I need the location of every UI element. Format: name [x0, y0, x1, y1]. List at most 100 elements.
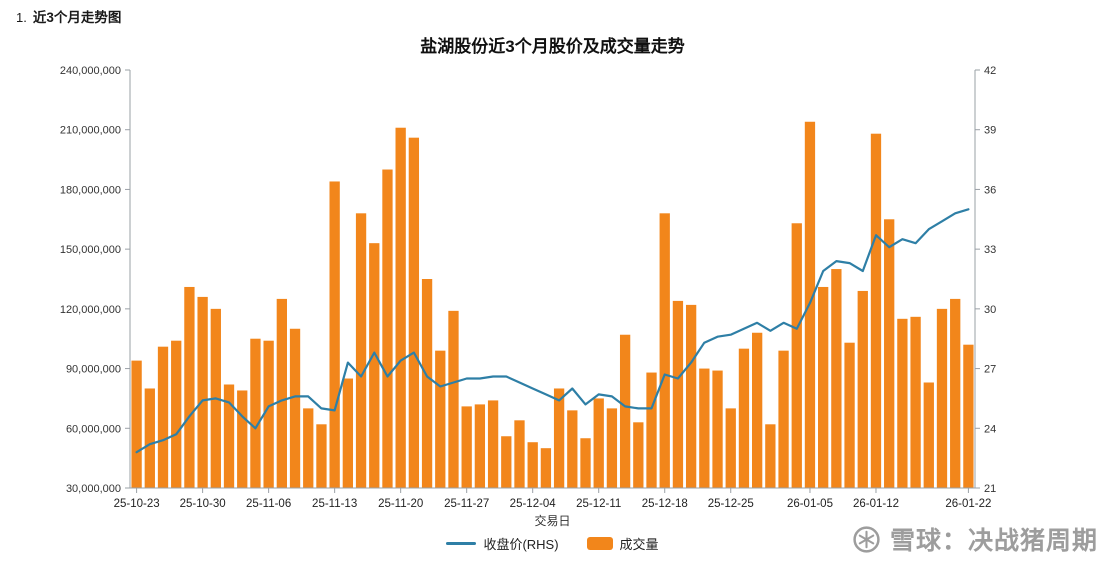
right-tick-label: 24: [984, 423, 996, 435]
volume-bar: [487, 400, 499, 488]
volume-bar: [303, 408, 314, 488]
legend-label-close-price: 收盘价(RHS): [483, 537, 559, 552]
volume-bar: [580, 438, 591, 488]
close-price-line: [135, 208, 970, 454]
section-header: 1. 近3个月走势图: [16, 6, 121, 26]
volume-bar: [474, 404, 486, 488]
right-tick-label: 42: [984, 65, 996, 77]
volume-bar: [448, 310, 459, 488]
right-tick-label: 27: [984, 364, 996, 376]
volume-bar: [527, 442, 538, 488]
x-tick-label: 26-01-12: [853, 498, 899, 510]
volume-bar: [250, 338, 261, 488]
x-tick-label: 25-12-11: [576, 498, 621, 510]
section-title: 近3个月走势图: [32, 10, 122, 25]
volume-bar: [699, 368, 710, 488]
volume-bar: [672, 300, 684, 488]
volume-bar: [131, 360, 142, 488]
x-tick-label: 25-11-06: [246, 498, 291, 510]
volume-bar: [540, 448, 552, 488]
volume-bar: [870, 133, 882, 488]
bar-swatch-icon: [586, 537, 613, 550]
volume-bar: [395, 127, 406, 488]
right-tick-label: 30: [984, 304, 996, 316]
volume-bar: [461, 406, 472, 488]
volume-bar: [791, 223, 802, 488]
snowball-logo-icon: [853, 525, 880, 553]
x-tick-label: 25-12-04: [510, 498, 557, 510]
volume-bar: [276, 298, 287, 488]
volume-bar: [223, 384, 235, 488]
volume-bar: [237, 390, 248, 488]
section-number: 1.: [16, 10, 27, 25]
legend-item-volume: 成交量: [586, 534, 659, 553]
volume-bar: [857, 290, 868, 488]
volume-bar: [963, 344, 974, 488]
x-tick-label: 25-11-27: [444, 498, 489, 510]
x-tick-label: 26-01-22: [945, 498, 991, 510]
x-tick-label: 25-11-20: [378, 498, 423, 510]
right-tick-label: 36: [984, 184, 996, 196]
volume-bar: [765, 424, 776, 488]
volume-bar: [725, 408, 736, 488]
volume-bar: [369, 243, 380, 488]
left-tick-label: 240,000,000: [60, 65, 121, 77]
volume-bar: [184, 286, 195, 488]
volume-bar: [619, 334, 631, 488]
volume-bar: [289, 328, 301, 488]
volume-bar: [633, 422, 644, 488]
x-tick-label: 25-11-13: [312, 498, 357, 510]
left-tick-label: 90,000,000: [66, 364, 121, 376]
volume-bar: [923, 382, 934, 488]
volume-bar: [685, 304, 697, 488]
right-tick-label: 39: [984, 125, 996, 137]
volume-bar: [567, 410, 578, 488]
volume-bar: [342, 378, 353, 488]
x-tick-label: 25-12-25: [708, 498, 754, 510]
volume-bar: [421, 279, 433, 488]
volume-bar: [408, 137, 420, 488]
x-tick-label: 26-01-05: [787, 498, 833, 510]
volume-bar: [752, 332, 763, 488]
volume-bar: [382, 169, 393, 488]
volume-bar: [646, 372, 657, 488]
volume-bar: [884, 219, 895, 489]
volume-bar: [738, 348, 750, 488]
volume-bar: [778, 350, 789, 488]
x-tick-label: 25-10-23: [114, 498, 160, 510]
volume-bar: [818, 286, 829, 488]
volume-bar: [897, 318, 908, 488]
volume-bar: [144, 388, 155, 488]
watermark: 雪球：决战猪周期: [852, 521, 1098, 557]
legend-item-close-price: 收盘价(RHS): [446, 534, 559, 553]
volume-bar: [910, 316, 921, 488]
volume-bar: [501, 436, 512, 488]
volume-bar: [950, 298, 961, 488]
line-swatch-icon: [446, 542, 477, 545]
volume-bar: [197, 296, 208, 488]
volume-bar: [263, 340, 274, 488]
chart-title: 盐湖股份近3个月股价及成交量走势: [420, 37, 685, 56]
volume-bar: [316, 424, 327, 488]
volume-bar: [514, 420, 525, 488]
volume-bar: [553, 388, 565, 488]
volume-bar: [712, 370, 723, 488]
volume-bar: [831, 269, 842, 488]
watermark-text: 雪球：决战猪周期: [889, 527, 1098, 555]
right-tick-label: 21: [984, 483, 996, 495]
x-tick-label: 25-10-30: [180, 498, 226, 510]
volume-bar: [606, 408, 618, 488]
legend-label-volume: 成交量: [619, 537, 659, 552]
volume-bar: [355, 213, 367, 488]
volume-bar: [936, 308, 948, 488]
volume-bar: [844, 342, 855, 488]
volume-bar: [435, 350, 446, 488]
left-tick-label: 120,000,000: [60, 304, 121, 316]
volume-bar: [659, 213, 670, 488]
left-tick-label: 210,000,000: [60, 125, 121, 137]
x-axis-title: 交易日: [534, 514, 571, 528]
left-tick-label: 30,000,000: [66, 483, 121, 495]
volume-bar: [593, 398, 604, 488]
left-tick-label: 60,000,000: [66, 423, 121, 435]
